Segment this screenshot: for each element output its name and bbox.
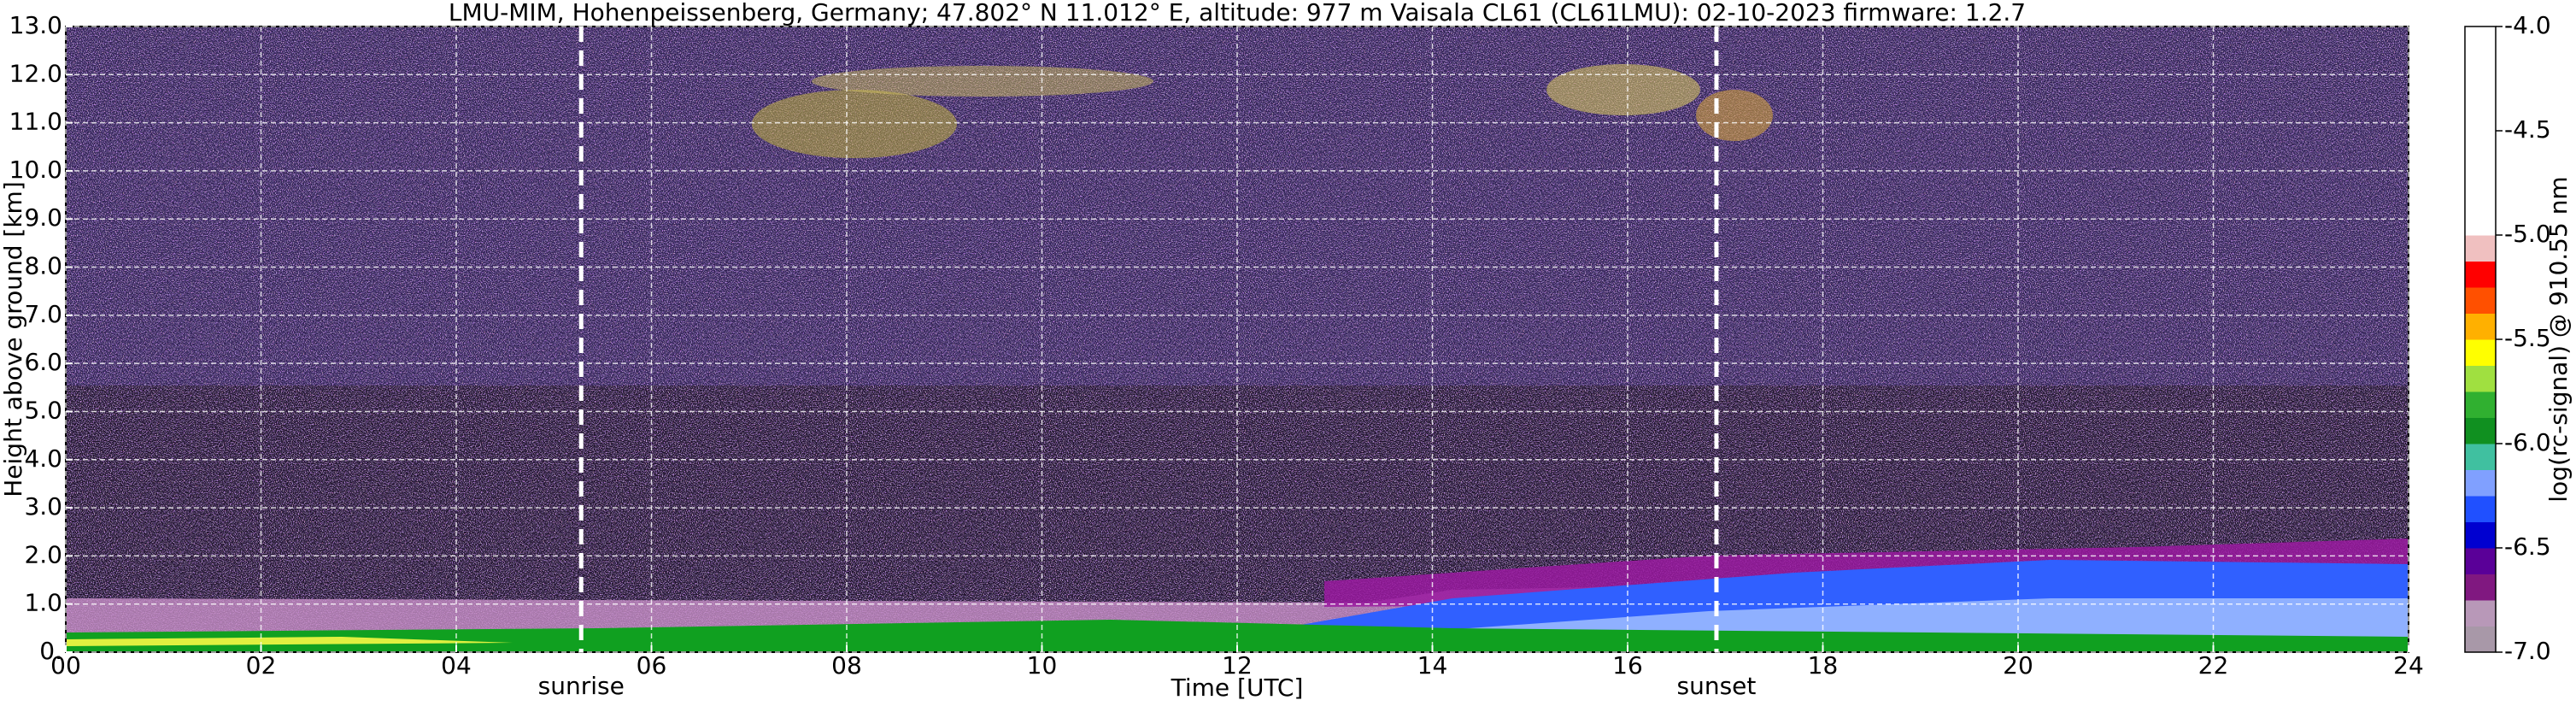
- colorbar-tick-label: -6.0: [2504, 428, 2551, 456]
- y-tick-label: 1.0: [24, 589, 62, 617]
- colorbar-segment: [2465, 156, 2496, 184]
- colorbar-segment: [2465, 469, 2496, 497]
- y-tick-label: 7.0: [24, 300, 62, 328]
- colorbar-segment: [2465, 235, 2496, 262]
- x-tick-label: 06: [637, 651, 667, 680]
- cloud: [1546, 64, 1700, 115]
- y-tick-label: 4.0: [24, 444, 62, 473]
- y-axis-label: Height above ground [km]: [0, 181, 27, 497]
- colorbar-segment: [2465, 339, 2496, 366]
- y-tick-label: 12.0: [9, 59, 62, 87]
- y-tick-label: 6.0: [24, 348, 62, 376]
- colorbar-segment: [2465, 548, 2496, 574]
- y-tick-label: 9.0: [24, 203, 62, 232]
- colorbar-segment: [2465, 209, 2496, 236]
- y-tick-label: 5.0: [24, 396, 62, 424]
- colorbar-segment: [2465, 287, 2496, 314]
- colorbar-segment: [2465, 79, 2496, 105]
- y-tick-label: 11.0: [9, 108, 62, 136]
- x-tick-label: 04: [441, 651, 472, 680]
- y-tick-label: 8.0: [24, 252, 62, 280]
- colorbar-segment: [2465, 417, 2496, 444]
- colorbar-segment: [2465, 574, 2496, 601]
- event-label: sunset: [1677, 672, 1757, 700]
- colorbar-segment: [2465, 600, 2496, 627]
- y-tick-label: 13.0: [9, 11, 62, 39]
- x-tick-label: 12: [1222, 651, 1253, 680]
- event-label: sunrise: [538, 672, 625, 700]
- colorbar-tick-label: -4.0: [2504, 11, 2551, 39]
- cloud: [752, 90, 957, 158]
- x-tick-label: 02: [246, 651, 277, 680]
- cloud: [812, 66, 1153, 97]
- colorbar-label: log(rc-signal) @ 910.55 nm: [2544, 176, 2573, 502]
- x-tick-label: 22: [2198, 651, 2229, 680]
- colorbar-tick-label: -4.5: [2504, 115, 2551, 144]
- x-tick-label: 18: [1808, 651, 1839, 680]
- colorbar-segment: [2465, 391, 2496, 418]
- cloud: [1696, 90, 1773, 141]
- colorbar-segment: [2465, 444, 2496, 470]
- x-tick-label: 16: [1612, 651, 1643, 680]
- x-tick-label: 20: [2003, 651, 2033, 680]
- colorbar-tick-label: -6.5: [2504, 532, 2551, 561]
- x-tick-label: 08: [831, 651, 862, 680]
- colorbar-tick-label: -5.0: [2504, 220, 2551, 248]
- colorbar-tick-label: -7.0: [2504, 637, 2551, 665]
- y-tick-label: 0.: [39, 637, 62, 665]
- colorbar-tick-label: -5.5: [2504, 324, 2551, 352]
- x-tick-label: 14: [1417, 651, 1448, 680]
- colorbar-segment: [2465, 131, 2496, 157]
- y-tick-label: 3.0: [24, 492, 62, 521]
- y-tick-label: 10.0: [9, 156, 62, 184]
- colorbar-segment: [2465, 496, 2496, 522]
- colorbar-segment: [2465, 365, 2496, 392]
- colorbar-segment: [2465, 26, 2496, 53]
- colorbar-segment: [2465, 183, 2496, 209]
- colorbar-segment: [2465, 626, 2496, 653]
- y-tick-label: 2.0: [24, 540, 62, 568]
- colorbar-segment: [2465, 52, 2496, 79]
- x-tick-label: 00: [50, 651, 81, 680]
- chart-title: LMU-MIM, Hohenpeissenberg, Germany; 47.8…: [449, 0, 2026, 26]
- colorbar-segment: [2465, 521, 2496, 549]
- colorbar-segment: [2465, 104, 2496, 132]
- x-tick-label: 10: [1027, 651, 1058, 680]
- x-axis-label: Time [UTC]: [1171, 674, 1304, 702]
- surface-layer-top: [66, 637, 513, 646]
- x-tick-label: 24: [2393, 651, 2424, 680]
- colorbar-segment: [2465, 313, 2496, 340]
- colorbar-segment: [2465, 261, 2496, 288]
